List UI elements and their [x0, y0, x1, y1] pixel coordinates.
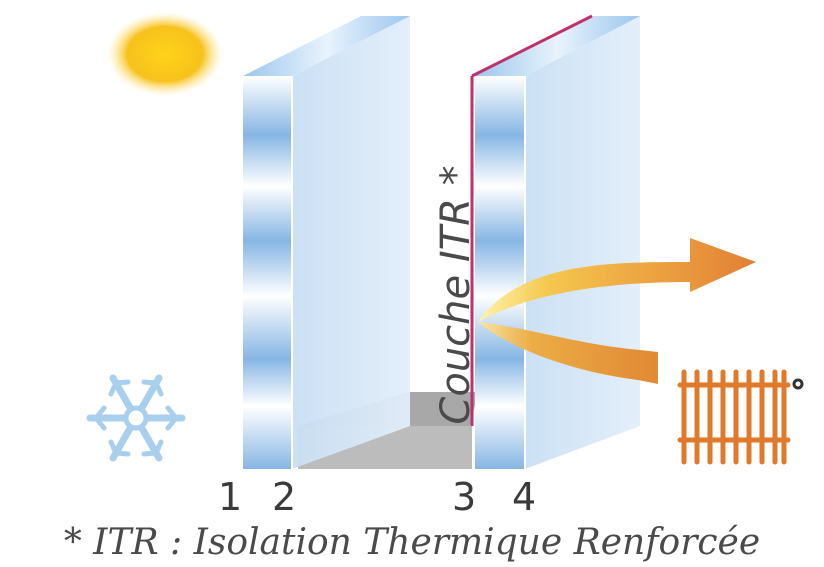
itr-footnote: * ITR : Isolation Thermique Renforcée [63, 522, 761, 563]
left-glass-pane [243, 16, 410, 469]
heat-reflection-arrow-icon [478, 238, 756, 384]
snowflake-icon [86, 374, 186, 462]
sun-icon [107, 12, 223, 96]
itr-coating-line [470, 14, 593, 426]
itr-coating-label: Couche ITR * [433, 165, 479, 425]
face-label-4: 4 [512, 475, 537, 519]
radiator-icon [677, 369, 804, 465]
face-label-3: 3 [452, 475, 477, 519]
face-label-1: 1 [218, 475, 243, 519]
right-glass-pane [475, 16, 640, 469]
face-label-2: 2 [272, 475, 297, 519]
